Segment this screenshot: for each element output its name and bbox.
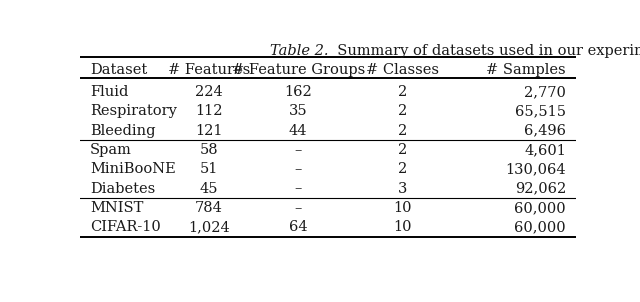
Text: # Feature Groups: # Feature Groups <box>232 63 365 77</box>
Text: –: – <box>294 182 302 196</box>
Text: 45: 45 <box>200 182 218 196</box>
Text: 51: 51 <box>200 162 218 176</box>
Text: 224: 224 <box>195 85 223 99</box>
Text: 130,064: 130,064 <box>506 162 566 176</box>
Text: 2,770: 2,770 <box>524 85 566 99</box>
Text: 64: 64 <box>289 220 308 234</box>
Text: 35: 35 <box>289 104 308 118</box>
Text: 60,000: 60,000 <box>515 220 566 234</box>
Text: 162: 162 <box>284 85 312 99</box>
Text: 112: 112 <box>195 104 223 118</box>
Text: 121: 121 <box>195 124 223 138</box>
Text: 2: 2 <box>398 124 407 138</box>
Text: –: – <box>294 162 302 176</box>
Text: Respiratory: Respiratory <box>90 104 177 118</box>
Text: 4,601: 4,601 <box>524 143 566 157</box>
Text: 2: 2 <box>398 162 407 176</box>
Text: # Classes: # Classes <box>366 63 439 77</box>
Text: # Samples: # Samples <box>486 63 566 77</box>
Text: MNIST: MNIST <box>90 201 143 215</box>
Text: 60,000: 60,000 <box>515 201 566 215</box>
Text: # Features: # Features <box>168 63 250 77</box>
Text: 44: 44 <box>289 124 307 138</box>
Text: 2: 2 <box>398 85 407 99</box>
Text: 2: 2 <box>398 143 407 157</box>
Text: 10: 10 <box>393 220 412 234</box>
Text: 10: 10 <box>393 201 412 215</box>
Text: Dataset: Dataset <box>90 63 147 77</box>
Text: 58: 58 <box>200 143 218 157</box>
Text: Diabetes: Diabetes <box>90 182 155 196</box>
Text: 1,024: 1,024 <box>188 220 230 234</box>
Text: Summary of datasets used in our experiments.: Summary of datasets used in our experime… <box>328 44 640 58</box>
Text: Bleeding: Bleeding <box>90 124 156 138</box>
Text: 2: 2 <box>398 104 407 118</box>
Text: 6,496: 6,496 <box>524 124 566 138</box>
Text: MiniBooNE: MiniBooNE <box>90 162 175 176</box>
Text: CIFAR-10: CIFAR-10 <box>90 220 161 234</box>
Text: 3: 3 <box>397 182 407 196</box>
Text: 92,062: 92,062 <box>515 182 566 196</box>
Text: 65,515: 65,515 <box>515 104 566 118</box>
Text: –: – <box>294 143 302 157</box>
Text: –: – <box>294 201 302 215</box>
Text: Fluid: Fluid <box>90 85 128 99</box>
Text: Spam: Spam <box>90 143 132 157</box>
Text: Table 2.: Table 2. <box>269 44 328 58</box>
Text: 784: 784 <box>195 201 223 215</box>
